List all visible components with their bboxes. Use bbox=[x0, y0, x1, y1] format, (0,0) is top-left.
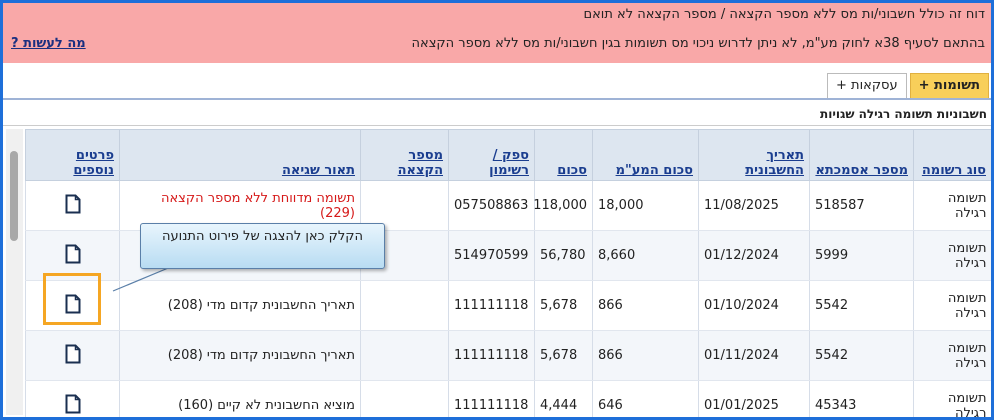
tooltip: הקלק כאן להצגה של פירוט התנועה bbox=[140, 223, 385, 269]
doc-icon[interactable] bbox=[65, 194, 81, 214]
column-header[interactable]: תאריך החשבונית bbox=[698, 129, 810, 181]
cell: תשומה רגילה bbox=[913, 330, 991, 381]
table-row: תשומה רגילה 518587 11/08/2025 18,000 118,000… bbox=[25, 180, 991, 231]
details-cell bbox=[25, 230, 120, 281]
tab[interactable]: עסקאות + bbox=[827, 73, 907, 99]
doc-icon[interactable] bbox=[65, 394, 81, 414]
cell: 45343 bbox=[809, 380, 914, 417]
cell: 118,000 bbox=[533, 180, 593, 231]
cell: 518587 bbox=[809, 180, 914, 231]
cell: תשומה רגילה bbox=[913, 180, 991, 231]
cell: 866 bbox=[592, 330, 699, 381]
error-cell: מוציא החשבונית לא קיים (160) bbox=[119, 380, 361, 417]
banner-line: בהתאם לסעיף 38א לחוק מע"מ, לא ניתן לדרוש… bbox=[411, 36, 985, 51]
cell: 01/01/2025 bbox=[698, 380, 810, 417]
cell: 4,444 bbox=[534, 380, 593, 417]
cell: 057508863 bbox=[448, 180, 535, 231]
column-header[interactable]: מספר אסמכתא bbox=[809, 129, 914, 181]
column-header[interactable]: ספק / רשימון bbox=[448, 129, 535, 181]
cell: 5,678 bbox=[534, 330, 593, 381]
cell bbox=[360, 380, 449, 417]
table-body: תשומה רגילה 518587 11/08/2025 18,000 118,000… bbox=[25, 180, 991, 417]
cell bbox=[360, 330, 449, 381]
cell: 5542 bbox=[809, 280, 914, 331]
data-table: סוג רשומה מספר אסמכתא תאריך החשבונית סכום ה… bbox=[25, 129, 991, 417]
column-header[interactable]: סכום המע"מ bbox=[592, 129, 699, 181]
cell: 5,678 bbox=[534, 280, 593, 331]
error-cell: תשומה מדווחת ללא מספר הקצאה (229) bbox=[119, 180, 361, 231]
section-title: חשבוניות תשומה רגילה שגויות bbox=[820, 107, 987, 121]
column-header: פרטים נוספים bbox=[25, 129, 120, 181]
cell: 646 bbox=[592, 380, 699, 417]
doc-icon[interactable] bbox=[65, 344, 81, 364]
cell: 514970599 bbox=[448, 230, 535, 281]
column-header[interactable]: תאור שגיאה bbox=[119, 129, 361, 181]
cell: 01/12/2024 bbox=[698, 230, 810, 281]
cell: 866 bbox=[592, 280, 699, 331]
cell: 111111118 bbox=[448, 380, 535, 417]
column-header[interactable]: סוג רשומה bbox=[913, 129, 991, 181]
column-header[interactable]: מספר הקצאה bbox=[360, 129, 449, 181]
scroll-thumb[interactable] bbox=[10, 151, 18, 241]
table-row: תשומה רגילה 45343 01/01/2025 646 4,444 111111… bbox=[25, 380, 991, 417]
cell: 111111118 bbox=[448, 330, 535, 381]
cell: 56,780 bbox=[534, 230, 593, 281]
divider bbox=[3, 125, 991, 126]
error-cell: תאריך החשבונית קדום מדי (208) bbox=[119, 280, 361, 331]
table-row: תשומה רגילה 5542 01/10/2024 866 5,678 1111111… bbox=[25, 280, 991, 331]
cell bbox=[360, 280, 449, 331]
doc-icon[interactable] bbox=[65, 294, 81, 314]
cell: 111111118 bbox=[448, 280, 535, 331]
table-row: תשומה רגילה 5999 01/12/2024 8,660 56,780 5149… bbox=[25, 230, 991, 281]
tabs: תשומות + עסקאות + bbox=[827, 73, 989, 99]
cell: 01/11/2024 bbox=[698, 330, 810, 381]
doc-icon[interactable] bbox=[65, 244, 81, 264]
header-row: סוג רשומה מספר אסמכתא תאריך החשבונית סכום ה… bbox=[25, 129, 991, 181]
highlight-box bbox=[43, 273, 101, 325]
divider bbox=[3, 98, 991, 100]
details-cell bbox=[25, 380, 120, 417]
cell bbox=[360, 180, 449, 231]
details-cell bbox=[25, 330, 120, 381]
cell: 01/10/2024 bbox=[698, 280, 810, 331]
cell: תשומה רגילה bbox=[913, 280, 991, 331]
scrollbar[interactable] bbox=[6, 129, 23, 415]
cell: 5999 bbox=[809, 230, 914, 281]
cell: 18,000 bbox=[592, 180, 699, 231]
details-cell bbox=[25, 180, 120, 231]
cell: 8,660 bbox=[592, 230, 699, 281]
column-header[interactable]: סכום bbox=[534, 129, 593, 181]
tooltip-pointer bbox=[112, 265, 174, 292]
cell: 11/08/2025 bbox=[698, 180, 810, 231]
banner-line: דוח זה כולל חשבוני/ות מס ללא מספר הקצאה … bbox=[583, 7, 985, 22]
help-link[interactable]: מה לעשות ? bbox=[11, 36, 86, 51]
warning-banner: דוח זה כולל חשבוני/ות מס ללא מספר הקצאה … bbox=[3, 3, 991, 63]
table-row: תשומה רגילה 5542 01/11/2024 866 5,678 1111111… bbox=[25, 330, 991, 381]
cell: תשומה רגילה bbox=[913, 380, 991, 417]
error-cell: תאריך החשבונית קדום מדי (208) bbox=[119, 330, 361, 381]
cell: 5542 bbox=[809, 330, 914, 381]
cell: תשומה רגילה bbox=[913, 230, 991, 281]
tab[interactable]: תשומות + bbox=[909, 73, 989, 99]
